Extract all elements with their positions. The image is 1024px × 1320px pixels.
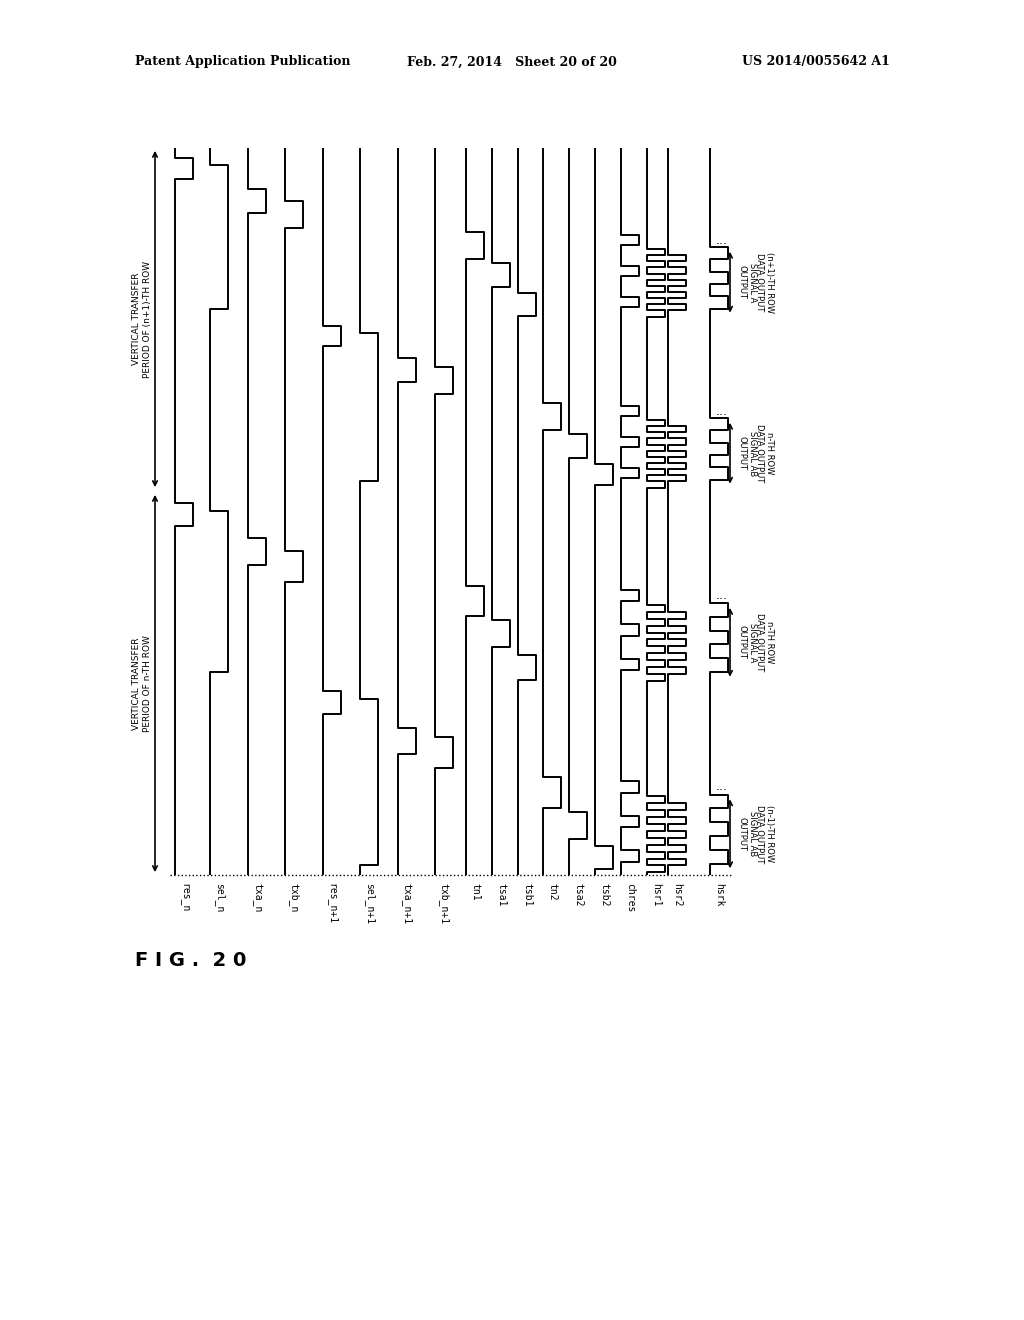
Text: VERTICAL TRANSFER
PERIOD OF (n+1)-TH ROW: VERTICAL TRANSFER PERIOD OF (n+1)-TH ROW (132, 260, 152, 378)
Text: Patent Application Publication: Patent Application Publication (135, 55, 350, 69)
Text: tsb2: tsb2 (599, 883, 609, 907)
Text: SIGNAL AB
OUTPUT: SIGNAL AB OUTPUT (738, 812, 758, 857)
Text: tsa1: tsa1 (496, 883, 506, 907)
Text: chres: chres (625, 883, 635, 912)
Text: res_n: res_n (179, 883, 189, 912)
Text: ...: ... (716, 780, 728, 793)
Text: tn1: tn1 (470, 883, 480, 900)
Text: tsb1: tsb1 (522, 883, 532, 907)
Text: (n-1)-TH ROW
DATA OUTPUT: (n-1)-TH ROW DATA OUTPUT (755, 805, 774, 863)
Text: hsr2: hsr2 (672, 883, 682, 907)
Text: txa_n: txa_n (252, 883, 262, 912)
Text: tn2: tn2 (547, 883, 557, 900)
Text: F I G .  2 0: F I G . 2 0 (135, 950, 247, 969)
Text: Feb. 27, 2014   Sheet 20 of 20: Feb. 27, 2014 Sheet 20 of 20 (408, 55, 616, 69)
Text: SIGNAL AB
OUTPUT: SIGNAL AB OUTPUT (738, 430, 758, 477)
Text: ...: ... (716, 589, 728, 602)
Text: txa_n+1: txa_n+1 (401, 883, 413, 924)
Text: sel_n: sel_n (214, 883, 224, 912)
Text: hsr1: hsr1 (651, 883, 662, 907)
Text: tsa2: tsa2 (573, 883, 583, 907)
Text: res_n+1: res_n+1 (327, 883, 338, 924)
Text: n-TH ROW
DATA OUTPUT: n-TH ROW DATA OUTPUT (755, 614, 774, 672)
Text: txb_n: txb_n (289, 883, 299, 912)
Text: SIGNAL A
OUTPUT: SIGNAL A OUTPUT (738, 263, 758, 302)
Text: n-TH ROW
DATA OUTPUT: n-TH ROW DATA OUTPUT (755, 424, 774, 482)
Text: sel_n+1: sel_n+1 (364, 883, 375, 924)
Text: US 2014/0055642 A1: US 2014/0055642 A1 (742, 55, 890, 69)
Text: SIGNAL A
OUTPUT: SIGNAL A OUTPUT (738, 623, 758, 663)
Text: hsrk: hsrk (714, 883, 724, 907)
Text: ...: ... (716, 405, 728, 418)
Text: (n+1)-TH ROW
DATA OUTPUT: (n+1)-TH ROW DATA OUTPUT (755, 252, 774, 313)
Text: ...: ... (716, 234, 728, 247)
Text: txb_n+1: txb_n+1 (438, 883, 450, 924)
Text: VERTICAL TRANSFER
PERIOD OF n-TH ROW: VERTICAL TRANSFER PERIOD OF n-TH ROW (132, 635, 152, 731)
